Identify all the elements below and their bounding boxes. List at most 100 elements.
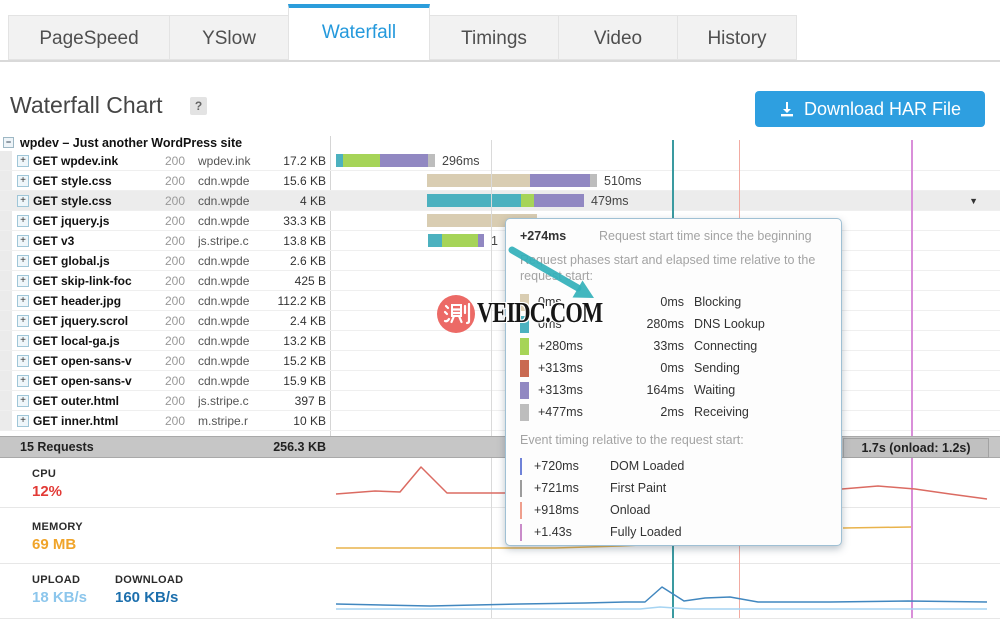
bar-time-label: 510ms <box>604 174 642 188</box>
tooltip-request-start-desc: Request start time since the beginning <box>599 229 812 243</box>
cpu-line-left <box>335 466 506 495</box>
phase-segment-blocking <box>427 174 530 187</box>
collapse-group-icon[interactable]: − <box>3 137 14 148</box>
request-status: 200 <box>165 294 186 308</box>
request-domain: cdn.wpde <box>198 274 250 288</box>
upload-value: 18 KB/s <box>32 589 88 606</box>
request-name: GET style.css <box>33 194 112 208</box>
request-row[interactable]: + GET inner.html 200 m.stripe.r 10 KB <box>0 411 1000 431</box>
phase-swatch-sending <box>520 359 529 377</box>
request-status: 200 <box>165 194 186 208</box>
expand-request-icon[interactable]: + <box>17 155 29 167</box>
request-status: 200 <box>165 274 186 288</box>
request-details-tooltip: +274ms Request start time since the begi… <box>505 218 842 546</box>
phase-segment-receiving <box>590 174 597 187</box>
tooltip-phase-row: 0ms 280ms DNS Lookup <box>520 313 827 335</box>
request-row[interactable]: + GET outer.html 200 js.stripe.c 397 B <box>0 391 1000 411</box>
phase-swatch-dns <box>520 315 529 333</box>
expand-request-icon[interactable]: + <box>17 355 29 367</box>
fully-loaded-line <box>911 140 913 618</box>
waterfall-bar <box>427 174 597 187</box>
phase-swatch-receiving <box>520 403 529 421</box>
request-row[interactable]: + GET open-sans-v 200 cdn.wpde 15.9 KB <box>0 371 1000 391</box>
tab-timings[interactable]: Timings <box>429 15 559 60</box>
phase-swatch-blocking <box>520 293 529 311</box>
expand-request-icon[interactable]: + <box>17 175 29 187</box>
phase-segment-waiting <box>380 154 428 167</box>
request-name: GET open-sans-v <box>33 374 132 388</box>
tab-waterfall[interactable]: Waterfall <box>288 4 430 60</box>
phase-segment-connecting <box>521 194 534 207</box>
request-row[interactable]: + GET header.jpg 200 cdn.wpde 112.2 KB <box>0 291 1000 311</box>
expand-request-icon[interactable]: + <box>17 295 29 307</box>
expand-request-icon[interactable]: + <box>17 195 29 207</box>
request-row[interactable]: + GET v3 200 js.stripe.c 13.8 KB 1 <box>0 231 1000 251</box>
request-size: 425 B <box>294 274 326 288</box>
total-size: 256.3 KB <box>273 440 326 454</box>
phase-segment-waiting <box>530 174 590 187</box>
request-size: 13.2 KB <box>283 334 326 348</box>
request-row[interactable]: + GET open-sans-v 200 cdn.wpde 15.2 KB <box>0 351 1000 371</box>
expand-request-icon[interactable]: + <box>17 215 29 227</box>
request-status: 200 <box>165 254 186 268</box>
request-row[interactable]: + GET style.css 200 cdn.wpde 15.6 KB 510ms <box>0 171 1000 191</box>
waterfall-bar <box>336 154 435 167</box>
memory-label: MEMORY <box>32 521 83 533</box>
row-gutter <box>0 151 12 431</box>
tab-yslow[interactable]: YSlow <box>169 15 289 60</box>
request-name: GET header.jpg <box>33 294 122 308</box>
cpu-label: CPU <box>32 468 57 480</box>
request-size: 15.6 KB <box>283 174 326 188</box>
expand-request-icon[interactable]: + <box>17 415 29 427</box>
request-name: GET jquery.scrol <box>33 314 129 328</box>
request-domain: js.stripe.c <box>198 234 249 248</box>
tab-pagespeed[interactable]: PageSpeed <box>8 15 170 60</box>
help-icon[interactable]: ? <box>190 97 207 115</box>
upload-label: UPLOAD <box>32 574 81 586</box>
tooltip-phase-row: +477ms 2ms Receiving <box>520 401 827 423</box>
expand-request-icon[interactable]: + <box>17 375 29 387</box>
tab-video[interactable]: Video <box>558 15 678 60</box>
phase-segment-dns <box>427 194 521 207</box>
download-line <box>335 586 988 607</box>
request-row[interactable]: + GET jquery.js 200 cdn.wpde 33.3 KB <box>0 211 1000 231</box>
expand-request-icon[interactable]: + <box>17 395 29 407</box>
request-row[interactable]: + GET jquery.scrol 200 cdn.wpde 2.4 KB <box>0 311 1000 331</box>
request-domain: cdn.wpde <box>198 294 250 308</box>
expand-request-icon[interactable]: + <box>17 275 29 287</box>
row-dropdown-caret-icon[interactable]: ▼ <box>969 196 978 206</box>
request-domain: cdn.wpde <box>198 374 250 388</box>
request-status: 200 <box>165 374 186 388</box>
cpu-value: 12% <box>32 483 63 500</box>
phase-swatch-waiting <box>520 381 529 399</box>
expand-request-icon[interactable]: + <box>17 335 29 347</box>
request-size: 112.2 KB <box>277 294 326 308</box>
memory-value: 69 MB <box>32 536 77 553</box>
cjk-badge-icon <box>437 295 475 333</box>
request-name: GET skip-link-foc <box>33 274 132 288</box>
total-time-badge: 1.7s (onload: 1.2s) <box>843 438 989 458</box>
expand-request-icon[interactable]: + <box>17 235 29 247</box>
expand-request-icon[interactable]: + <box>17 315 29 327</box>
separator-memory-network <box>0 563 1000 564</box>
request-group-header: − wpdev – Just another WordPress site <box>0 136 1000 151</box>
tooltip-phase-row: +313ms 164ms Waiting <box>520 379 827 401</box>
gridline-500ms <box>491 140 492 618</box>
tab-history[interactable]: History <box>677 15 797 60</box>
tooltip-phases-heading: Request phases start and elapsed time re… <box>520 253 816 283</box>
request-size: 2.6 KB <box>289 254 326 268</box>
request-row[interactable]: + GET style.css 200 cdn.wpde 4 KB 479ms ▼ <box>0 191 1000 211</box>
expand-request-icon[interactable]: + <box>17 255 29 267</box>
request-row[interactable]: + GET local-ga.js 200 cdn.wpde 13.2 KB <box>0 331 1000 351</box>
request-status: 200 <box>165 154 186 168</box>
separator-bottom <box>0 618 1000 619</box>
request-row[interactable]: + GET skip-link-foc 200 cdn.wpde 425 B <box>0 271 1000 291</box>
tooltip-event-row: +721ms First Paint <box>520 477 827 499</box>
phase-swatch-connecting <box>520 337 529 355</box>
download-har-button[interactable]: Download HAR File <box>755 91 985 127</box>
request-row[interactable]: + GET wpdev.ink 200 wpdev.ink 17.2 KB 296ms <box>0 151 1000 171</box>
request-status: 200 <box>165 174 186 188</box>
bar-time-label: 479ms <box>591 194 629 208</box>
request-row[interactable]: + GET global.js 200 cdn.wpde 2.6 KB <box>0 251 1000 271</box>
phase-segment-connecting <box>442 234 478 247</box>
